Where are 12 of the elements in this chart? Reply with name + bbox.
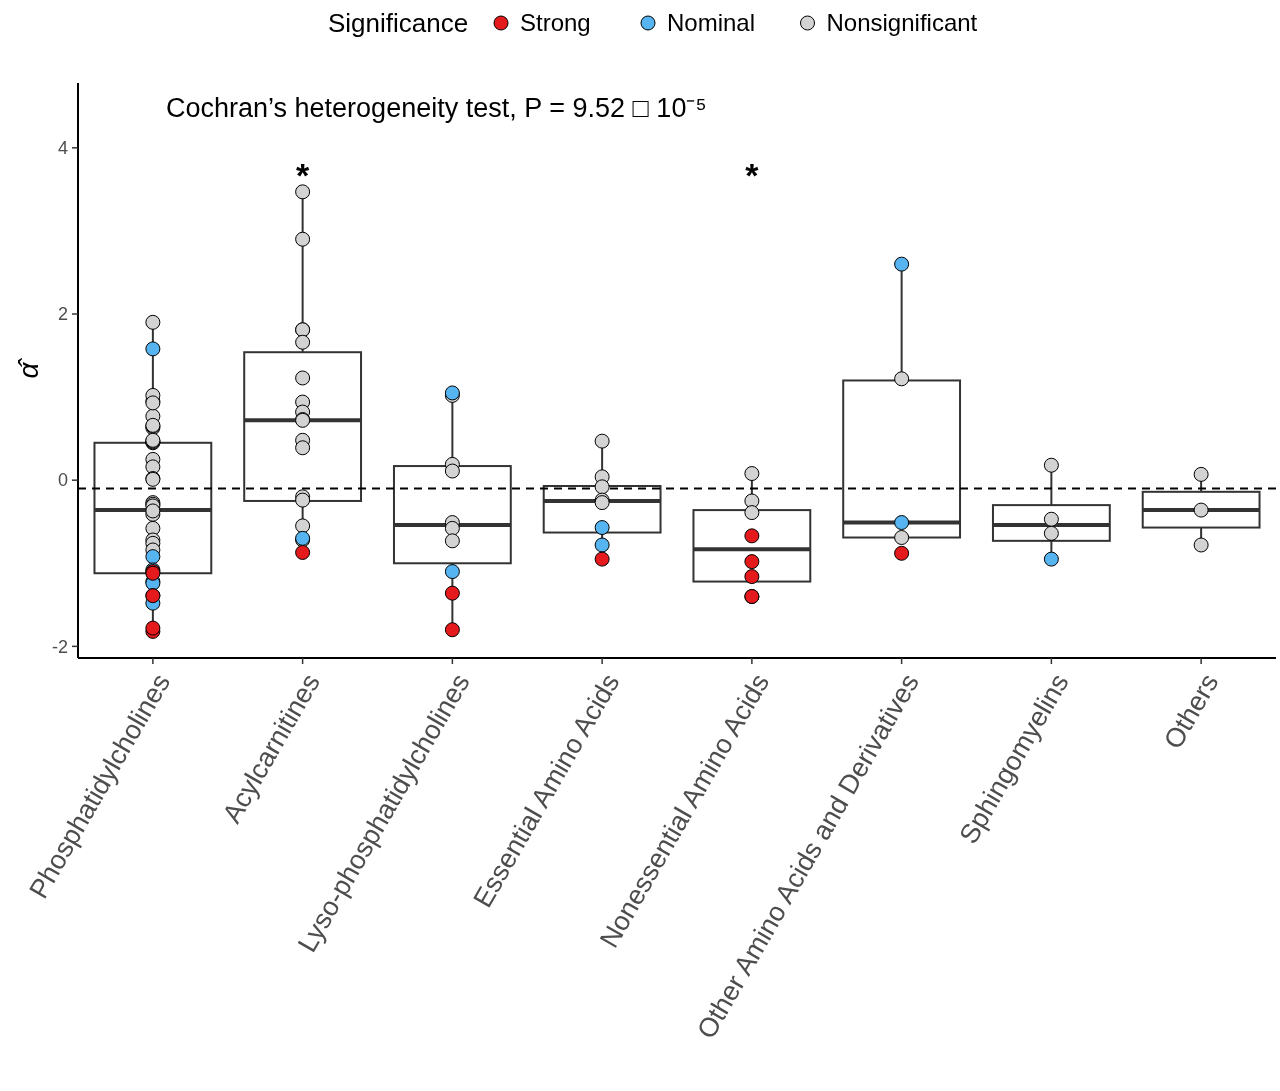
legend-label: Strong xyxy=(520,9,591,36)
y-axis-title: α̂ xyxy=(13,357,44,379)
legend-label: Nonsignificant xyxy=(826,9,978,36)
legend-title: Significance xyxy=(328,8,469,38)
legend-label: Nominal xyxy=(667,9,756,36)
y-tick-label: 2 xyxy=(57,304,68,325)
y-tick-label: 0 xyxy=(57,470,68,491)
y-tick-label: -2 xyxy=(51,636,68,657)
annotation: Cochran’s heterogeneity test, P = 9.52 □ 10⁻⁵ xyxy=(166,93,707,123)
annotation: * xyxy=(745,155,760,194)
y-tick-label: 4 xyxy=(57,138,68,159)
annotation: * xyxy=(296,155,311,194)
